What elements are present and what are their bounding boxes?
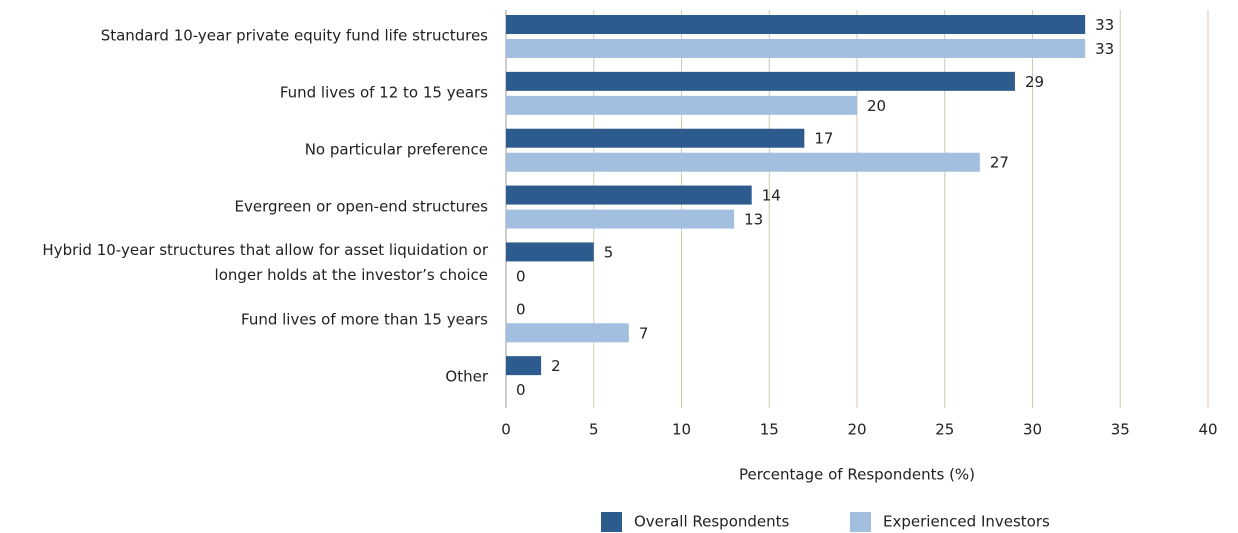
bar	[506, 128, 805, 148]
value-label: 7	[639, 324, 649, 342]
value-label: 33	[1095, 40, 1114, 58]
category-label: Standard 10-year private equity fund lif…	[100, 26, 488, 45]
value-label: 27	[990, 154, 1009, 172]
value-label: 0	[516, 300, 526, 318]
legend-swatch	[601, 512, 622, 532]
x-tick-label: 5	[589, 421, 599, 439]
bar	[506, 15, 1086, 34]
category-label: Fund lives of more than 15 years	[241, 310, 488, 329]
bar	[506, 356, 542, 376]
x-tick-label: 40	[1198, 421, 1217, 439]
legend-label: Experienced Investors	[883, 513, 1050, 531]
value-label: 2	[551, 357, 561, 375]
bar	[506, 71, 1015, 91]
value-label: 29	[1025, 73, 1044, 91]
bar	[506, 39, 1086, 58]
value-label: 5	[604, 243, 614, 261]
x-tick-label: 0	[501, 421, 511, 439]
category-label: Hybrid 10-year structures that allow for…	[42, 241, 488, 285]
category-label: Evergreen or open-end structures	[234, 197, 488, 216]
bar	[506, 185, 752, 205]
x-tick-label: 10	[672, 421, 691, 439]
x-axis-title: Percentage of Respondents (%)	[739, 466, 975, 484]
value-label: 33	[1095, 16, 1114, 34]
bar	[506, 323, 629, 343]
bar	[506, 152, 980, 172]
x-tick-label: 15	[760, 421, 779, 439]
value-label: 20	[867, 97, 886, 115]
category-label: Fund lives of 12 to 15 years	[279, 83, 488, 102]
legend-swatch	[850, 512, 871, 532]
x-tick-label: 30	[1023, 421, 1042, 439]
value-label: 13	[744, 211, 763, 229]
bar	[506, 95, 857, 115]
value-label: 0	[516, 381, 526, 399]
bar	[506, 242, 594, 262]
value-label: 14	[762, 187, 781, 205]
category-label: No particular preference	[304, 140, 488, 159]
value-label: 0	[516, 267, 526, 285]
bar	[506, 209, 735, 229]
x-tick-label: 20	[847, 421, 866, 439]
category-label: Other	[445, 367, 488, 386]
x-tick-label: 25	[935, 421, 954, 439]
value-label: 17	[814, 130, 833, 148]
legend-label: Overall Respondents	[634, 513, 790, 531]
x-tick-label: 35	[1111, 421, 1130, 439]
